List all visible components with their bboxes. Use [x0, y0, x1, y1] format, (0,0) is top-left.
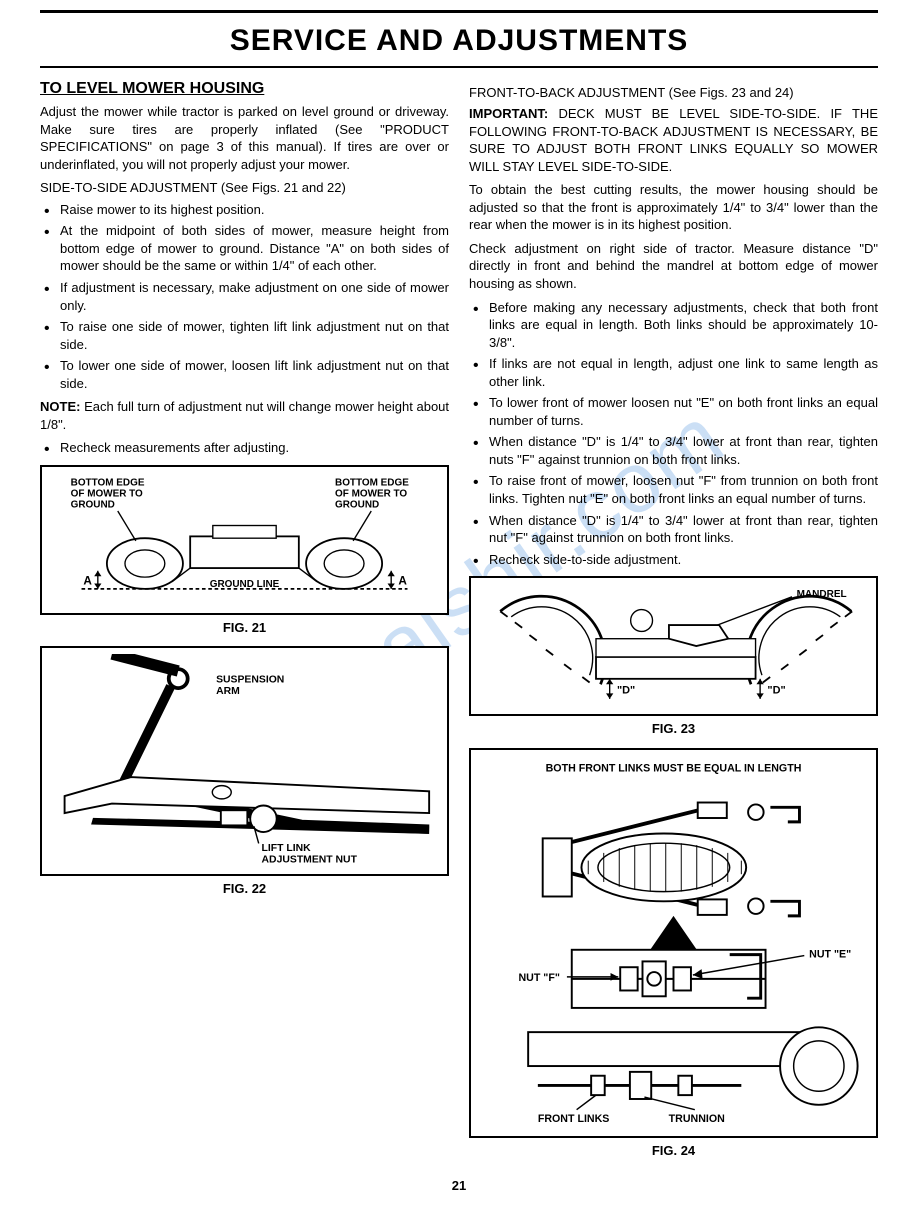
svg-text:OF MOWER TO: OF MOWER TO	[335, 488, 407, 499]
fig24-caption: FIG. 24	[469, 1142, 878, 1160]
list-item: To raise one side of mower, tighten lift…	[40, 318, 449, 353]
side-adjust-list: Raise mower to its highest position. At …	[40, 201, 449, 392]
recheck-list: Recheck measurements after adjusting.	[40, 439, 449, 457]
fig22-suspension: SUSPENSION	[216, 675, 284, 686]
list-item: At the midpoint of both sides of mower, …	[40, 222, 449, 275]
svg-text:ADJUSTMENT NUT: ADJUSTMENT NUT	[262, 855, 358, 866]
note-label: NOTE:	[40, 399, 80, 414]
intro-paragraph: Adjust the mower while tractor is parked…	[40, 103, 449, 173]
fig21-label-right: BOTTOM EDGE	[335, 478, 409, 489]
fig21-a-left: A	[83, 574, 92, 587]
section-heading: TO LEVEL MOWER HOUSING	[40, 78, 449, 100]
fig24-top-label: BOTH FRONT LINKS MUST BE EQUAL IN LENGTH	[546, 762, 802, 774]
fig24-trunnion: TRUNNION	[669, 1113, 725, 1125]
important-label: IMPORTANT:	[469, 106, 548, 121]
list-item: When distance "D" is 1/4" to 3/4" lower …	[469, 433, 878, 468]
list-item: Raise mower to its highest position.	[40, 201, 449, 219]
fig23-svg: MANDREL	[479, 584, 868, 708]
fig24-svg: BOTH FRONT LINKS MUST BE EQUAL IN LENGTH	[479, 756, 868, 1130]
fig23-d-right: "D"	[767, 685, 785, 697]
fig21-svg: BOTTOM EDGE OF MOWER TO GROUND BOTTOM ED…	[50, 473, 439, 607]
note-paragraph: NOTE: Each full turn of adjustment nut w…	[40, 398, 449, 433]
fig22-svg: SUSPENSION ARM LIFT LINK ADJUSTMENT NUT	[48, 654, 441, 868]
fig21-a-right: A	[398, 574, 407, 587]
list-item: If links are not equal in length, adjust…	[469, 355, 878, 390]
fig23-caption: FIG. 23	[469, 720, 878, 738]
important-paragraph: IMPORTANT: DECK MUST BE LEVEL SIDE-TO-SI…	[469, 105, 878, 175]
svg-text:OF MOWER TO: OF MOWER TO	[71, 488, 143, 499]
side-to-side-heading: SIDE-TO-SIDE ADJUSTMENT (See Figs. 21 an…	[40, 179, 449, 197]
figure-24: BOTH FRONT LINKS MUST BE EQUAL IN LENGTH	[469, 748, 878, 1138]
list-item: Recheck side-to-side adjustment.	[469, 551, 878, 569]
svg-text:GROUND: GROUND	[335, 499, 379, 510]
fig21-caption: FIG. 21	[40, 619, 449, 637]
fig21-ground-line: GROUND LINE	[210, 579, 280, 590]
page-number: 21	[40, 1177, 878, 1195]
fig24-nut-f: NUT "F"	[518, 972, 559, 984]
ftb-heading: FRONT-TO-BACK ADJUSTMENT (See Figs. 23 a…	[469, 84, 878, 102]
content-columns: TO LEVEL MOWER HOUSING Adjust the mower …	[40, 78, 878, 1170]
ftb-list: Before making any necessary adjustments,…	[469, 299, 878, 569]
list-item: Before making any necessary adjustments,…	[469, 299, 878, 352]
right-column: FRONT-TO-BACK ADJUSTMENT (See Figs. 23 a…	[469, 78, 878, 1170]
svg-text:ARM: ARM	[216, 686, 240, 697]
fig21-label-left: BOTTOM EDGE	[71, 478, 145, 489]
list-item: To lower front of mower loosen nut "E" o…	[469, 394, 878, 429]
list-item: If adjustment is necessary, make adjustm…	[40, 279, 449, 314]
figure-22: SUSPENSION ARM LIFT LINK ADJUSTMENT NUT	[40, 646, 449, 876]
note-text: Each full turn of adjustment nut will ch…	[40, 399, 449, 432]
ftb-para1: To obtain the best cutting results, the …	[469, 181, 878, 234]
left-column: TO LEVEL MOWER HOUSING Adjust the mower …	[40, 78, 449, 1170]
ftb-para2: Check adjustment on right side of tracto…	[469, 240, 878, 293]
figure-21: BOTTOM EDGE OF MOWER TO GROUND BOTTOM ED…	[40, 465, 449, 615]
list-item: To lower one side of mower, loosen lift …	[40, 357, 449, 392]
page-title: SERVICE AND ADJUSTMENTS	[40, 10, 878, 68]
fig23-d-left: "D"	[617, 685, 635, 697]
fig22-lift-link: LIFT LINK	[262, 843, 312, 854]
fig24-nut-e: NUT "E"	[809, 948, 851, 960]
figure-23: MANDREL	[469, 576, 878, 716]
svg-text:GROUND: GROUND	[71, 499, 115, 510]
list-item: When distance "D" is 1/4" to 3/4" lower …	[469, 512, 878, 547]
list-item: Recheck measurements after adjusting.	[40, 439, 449, 457]
list-item: To raise front of mower, loosen nut "F" …	[469, 472, 878, 507]
fig24-front-links: FRONT LINKS	[538, 1113, 610, 1125]
fig22-caption: FIG. 22	[40, 880, 449, 898]
